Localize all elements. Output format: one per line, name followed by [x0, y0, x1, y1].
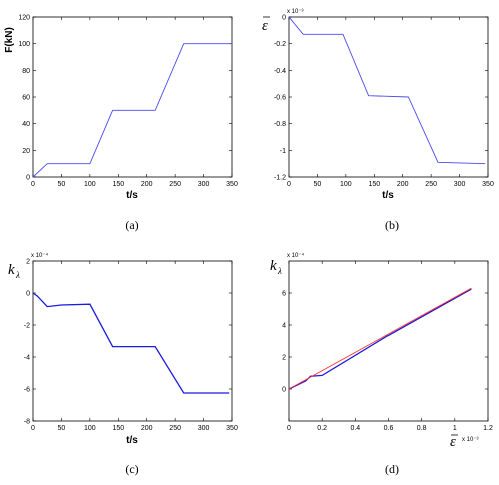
- series-group: [32, 292, 230, 394]
- exponent-label: x 10⁻⁴: [287, 252, 305, 259]
- x-tick-label: 0.2: [317, 425, 327, 432]
- y-tick-label: -0.4: [274, 68, 286, 75]
- plot-frame: [32, 260, 233, 422]
- series-group: [32, 43, 232, 178]
- plot-frame: [288, 260, 489, 422]
- y-tick-label: 20: [22, 148, 30, 155]
- x-tick-label: 300: [198, 181, 210, 188]
- x-tick-label: 200: [397, 181, 409, 188]
- y-tick-label: -6: [24, 387, 30, 394]
- panel-b: 0 50 100 150 200 250 300 350 0 -0.2 -0.4 -0.6 -0.8 -…: [262, 9, 494, 232]
- x-tick-label: 100: [340, 181, 352, 188]
- series-line-0: [288, 16, 486, 165]
- x-tick-label: 300: [198, 425, 210, 432]
- x-tick-label: 200: [141, 181, 153, 188]
- caption: (c): [125, 462, 138, 476]
- x-tick-label: 0.8: [417, 425, 427, 432]
- x-tick-label: 250: [425, 181, 437, 188]
- x-tick-label: 0: [287, 181, 291, 188]
- x-axis-label: ε: [450, 434, 456, 450]
- x-tick-label: 50: [314, 181, 322, 188]
- x-tick-label: 1: [453, 425, 457, 432]
- panel-c: 0 50 100 150 200 250 300 350 20-2-4-6-8 x 10⁻⁴ …: [8, 252, 238, 476]
- series-line-1: [288, 287, 472, 390]
- x-ticks: 0 50 100 150 200 250 300 350: [287, 17, 494, 188]
- x-tick-label: 250: [169, 181, 181, 188]
- exponent-label: x 10⁻⁴: [31, 252, 49, 259]
- y-axis-label: k: [8, 262, 15, 278]
- x-axis-label: t/s: [382, 190, 394, 201]
- y-tick-label: 2: [26, 259, 30, 266]
- y-tick-label: -0.2: [274, 41, 286, 48]
- y-tick-label: 4: [282, 323, 286, 330]
- x-tick-label: 1.2: [483, 425, 493, 432]
- y-tick-label: 0: [26, 291, 30, 298]
- y-ticks: 0 20 40 60 80 100 120: [18, 15, 232, 182]
- y-tick-label: -2: [24, 323, 30, 330]
- caption: (a): [125, 218, 138, 232]
- x-tick-label: 350: [226, 425, 238, 432]
- y-tick-label: 60: [22, 95, 30, 102]
- caption: (b): [385, 218, 399, 232]
- x-tick-label: 350: [482, 181, 494, 188]
- x-tick-label: 150: [112, 425, 124, 432]
- series-line-0: [32, 292, 230, 394]
- y-tick-label: -0.8: [274, 121, 286, 128]
- y-tick-label: 6: [282, 291, 286, 298]
- series-group: [288, 16, 486, 165]
- exponent-label: x 10⁻³: [287, 9, 304, 15]
- y-tick-label: 80: [22, 68, 30, 75]
- y-tick-label: 0: [282, 15, 286, 22]
- y-tick-label: -1: [280, 148, 286, 155]
- x-ticks: 0 50 100 150 200 250 300 350: [31, 261, 238, 432]
- y-axis-label: k: [270, 258, 277, 274]
- y-axis-label: F(kN): [4, 27, 15, 53]
- x-tick-label: 50: [58, 181, 66, 188]
- x-tick-label: 200: [141, 425, 153, 432]
- y-tick-label: 2: [282, 355, 286, 362]
- x-axis-label: t/s: [126, 190, 138, 201]
- y-tick-label: -1.2: [274, 175, 286, 182]
- series-line-0: [288, 288, 472, 390]
- x-tick-label: 250: [169, 425, 181, 432]
- y-tick-label: 100: [18, 41, 30, 48]
- x-axis-label: t/s: [126, 435, 138, 446]
- y-ticks: 0 -0.2 -0.4 -0.6 -0.8 -1 -1.2: [274, 15, 488, 182]
- series-group: [288, 287, 472, 390]
- x-tick-label: 0.4: [350, 425, 360, 432]
- panel-d: 0 0.2 0.4 0.6 0.8 1 1.2 0 2 4 6 x 10⁻⁴ ε x 10⁻³ k…: [270, 252, 493, 476]
- x-tick-label: 0: [31, 181, 35, 188]
- x-tick-label: 100: [84, 425, 96, 432]
- y-ticks: 2 0 -2 -4 -6 -8: [24, 259, 232, 426]
- plot-frame: [32, 16, 233, 178]
- x-ticks: 0 50 100 150 200 250 300 350: [31, 17, 238, 188]
- caption: (d): [385, 462, 399, 476]
- x-ticks: 0 0.2 0.4 0.6 0.8 1 1.2: [287, 261, 493, 432]
- x-tick-label: 100: [84, 181, 96, 188]
- x-tick-label: 150: [368, 181, 380, 188]
- x-tick-label: 150: [112, 181, 124, 188]
- x-tick-label: 350: [226, 181, 238, 188]
- y-tick-label: 0: [26, 175, 30, 182]
- series-line-0: [32, 43, 232, 178]
- y-axis-label-sub: λ: [277, 266, 282, 276]
- y-tick-label: -4: [24, 355, 30, 362]
- x-tick-label: 0: [287, 425, 291, 432]
- y-tick-label: 0: [282, 387, 286, 394]
- panel-a: 0 50 100 150 200 250 300 350 0 20 40 60 80 100 120 t/…: [4, 15, 238, 233]
- y-axis-label-sub: λ: [15, 270, 20, 280]
- y-tick-label: -0.6: [274, 95, 286, 102]
- x-tick-label: 300: [454, 181, 466, 188]
- y-tick-label: -8: [24, 419, 30, 426]
- x-tick-label: 0: [31, 425, 35, 432]
- y-axis-label: ε: [262, 18, 268, 34]
- x-exponent-label: x 10⁻³: [462, 437, 479, 443]
- x-tick-label: 50: [58, 425, 66, 432]
- y-tick-label: 120: [18, 15, 30, 22]
- x-tick-label: 0.6: [384, 425, 394, 432]
- plot-frame: [288, 16, 489, 178]
- y-tick-label: 40: [22, 121, 30, 128]
